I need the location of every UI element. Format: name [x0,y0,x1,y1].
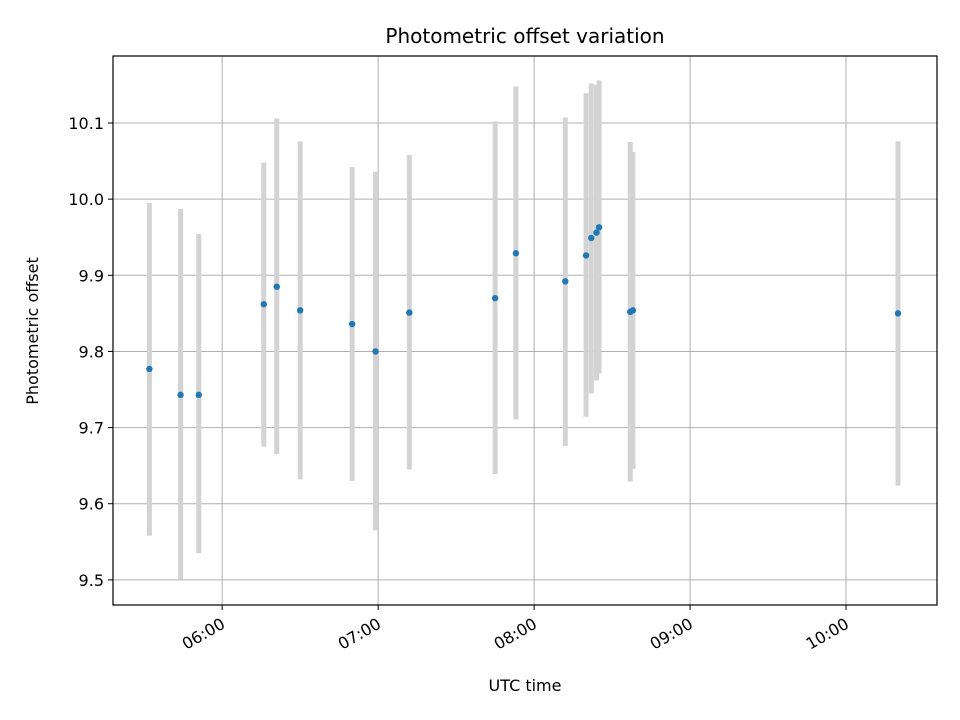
data-point [491,294,499,302]
y-tick-label: 9.5 [79,571,104,590]
y-tick-label: 10.1 [68,114,104,133]
data-point [406,309,413,316]
error-bars [146,80,901,580]
data-point [348,320,356,328]
data-point [512,250,520,257]
y-tick-label: 9.6 [79,495,104,514]
data-point [273,283,280,290]
y-tick-label: 9.8 [79,342,104,361]
y-axis: 9.5 9.6 9.7 9.8 9.9 10.0 10.1 [68,114,113,590]
x-tick-label: 06:00 [179,614,228,654]
data-point [629,307,637,314]
y-tick-label: 9.9 [79,266,104,285]
data-point [177,391,184,399]
x-axis-title: UTC time [489,676,562,695]
chart-title: Photometric offset variation [385,24,664,48]
data-point [146,365,153,373]
data-point [562,278,569,285]
data-point [260,301,267,308]
grid-lines [113,56,937,605]
x-axis: 06:00 07:00 08:00 09:00 10:00 [179,605,852,654]
plot-frame [112,55,938,606]
y-tick-label: 10.0 [68,190,104,209]
x-tick-label: 08:00 [491,614,540,654]
data-point [195,391,202,399]
data-point [372,348,379,355]
x-tick-label: 10:00 [803,614,852,654]
data-point [588,234,595,242]
data-points [146,224,902,399]
data-point [595,224,603,231]
y-axis-title: Photometric offset [23,257,42,405]
data-point [894,310,902,317]
x-tick-label: 09:00 [647,614,696,654]
data-point [296,307,304,314]
x-tick-label: 07:00 [335,614,384,654]
data-point [582,252,590,259]
data-point [593,229,600,236]
y-tick-label: 9.7 [79,419,104,438]
